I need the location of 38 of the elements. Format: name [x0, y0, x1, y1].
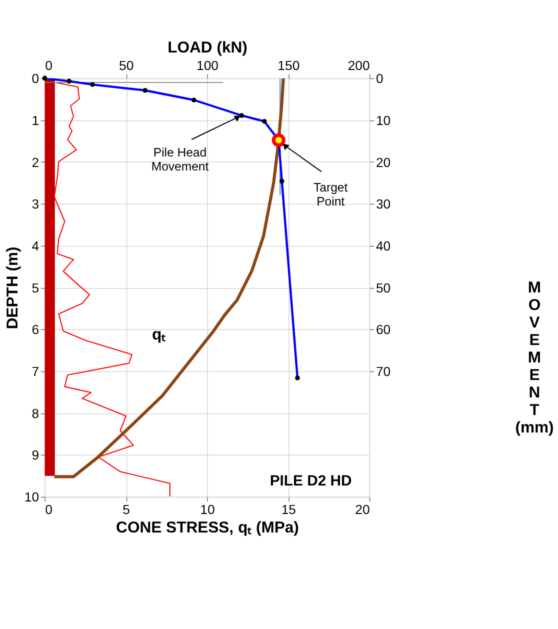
y-tick-label: 8: [32, 406, 40, 421]
annotation: Target Point: [314, 180, 348, 208]
y2-tick-label: 50: [376, 280, 391, 296]
y-tick-label: 2: [32, 154, 40, 170]
text: MOVEMENT (mm): [515, 279, 554, 437]
x2-tick-label: 5: [122, 502, 130, 517]
y-tick-label: 10: [24, 490, 40, 505]
y2-tick-label: 70: [376, 364, 391, 380]
y-axis-title: DEPTH (m): [4, 246, 22, 330]
y2-tick-label: 30: [376, 196, 391, 212]
x-tick-label: 100: [196, 58, 218, 73]
x-tick-label: 0: [45, 58, 53, 73]
x2-tick-label: 15: [281, 502, 296, 517]
y2-tick-label: 20: [376, 154, 391, 170]
y-tick-label: 5: [32, 280, 40, 296]
x-tick-label: 150: [278, 58, 300, 73]
x2-axis-title: CONE STRESS, qₜ (MPa): [116, 519, 299, 536]
x-tick-label: 50: [119, 58, 134, 73]
point: [272, 133, 286, 147]
y2-tick-label: 10: [376, 112, 391, 128]
x2-tick-label: 0: [45, 502, 53, 517]
y-tick-label: 1: [32, 112, 40, 128]
y-tick-label: 3: [32, 196, 40, 212]
y-tick-label: 0: [32, 71, 40, 86]
y2-tick-label: 0: [376, 71, 384, 86]
y-tick-label: 7: [32, 364, 40, 380]
annotation: qₜ: [152, 326, 166, 344]
y-tick-label: 9: [32, 448, 40, 463]
x-axis-title: LOAD (kN): [168, 39, 248, 56]
x-tick-label: 200: [348, 58, 370, 73]
x2-tick-label: 10: [200, 502, 215, 517]
x2-tick-label: 20: [355, 502, 370, 517]
y2-tick-label: 40: [376, 238, 391, 254]
annotation: Pile Head Movement: [151, 146, 210, 174]
annotation: PILE D2 HD: [270, 473, 352, 490]
y-tick-label: 4: [32, 238, 40, 254]
y2-tick-label: 60: [376, 322, 391, 338]
y-tick-label: 6: [32, 322, 40, 338]
